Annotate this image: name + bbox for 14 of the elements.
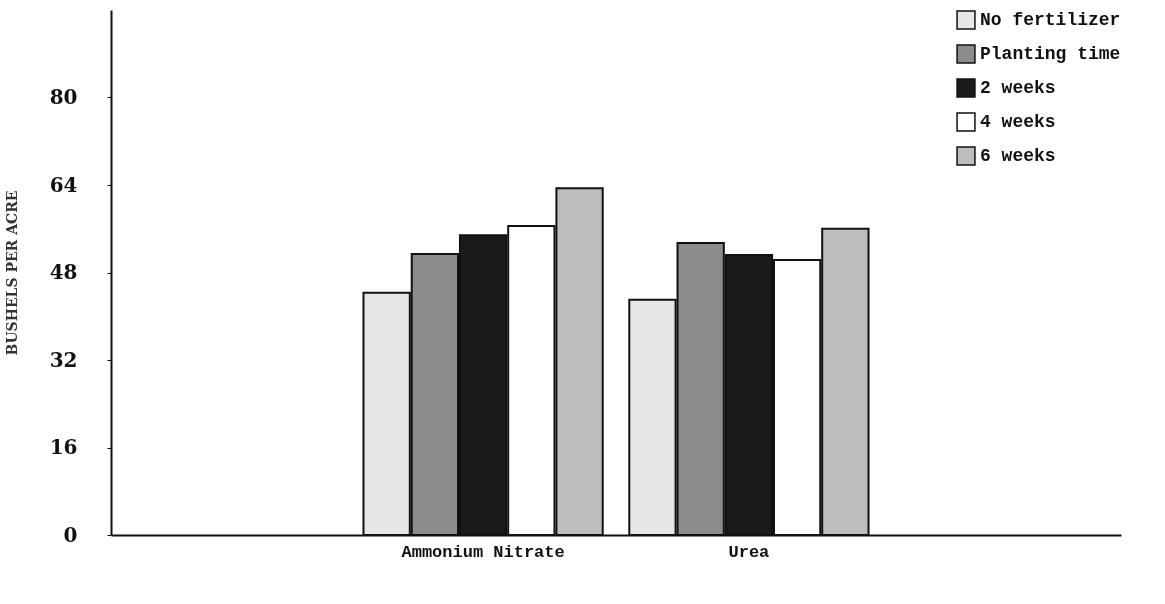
y-tick-label: 32 <box>49 347 78 372</box>
legend-label: 4 weeks <box>980 112 1056 132</box>
y-tick-label: 64 <box>49 172 78 197</box>
y-tick-label: 80 <box>49 85 78 109</box>
y-axis-title: BUSHELS PER ACRE <box>3 190 20 356</box>
legend-label: Planting time <box>980 44 1121 64</box>
y-tick-label: 16 <box>49 435 78 459</box>
y-tick-label: 0 <box>63 522 78 547</box>
y-tick-label: 48 <box>49 260 78 284</box>
legend-label: No fertilizer <box>980 10 1121 30</box>
legend-label: 6 weeks <box>980 146 1056 166</box>
legend-label: 2 weeks <box>980 78 1056 98</box>
x-tick-label: Urea <box>728 542 770 562</box>
x-tick-label: Ammonium Nitrate <box>401 542 565 562</box>
